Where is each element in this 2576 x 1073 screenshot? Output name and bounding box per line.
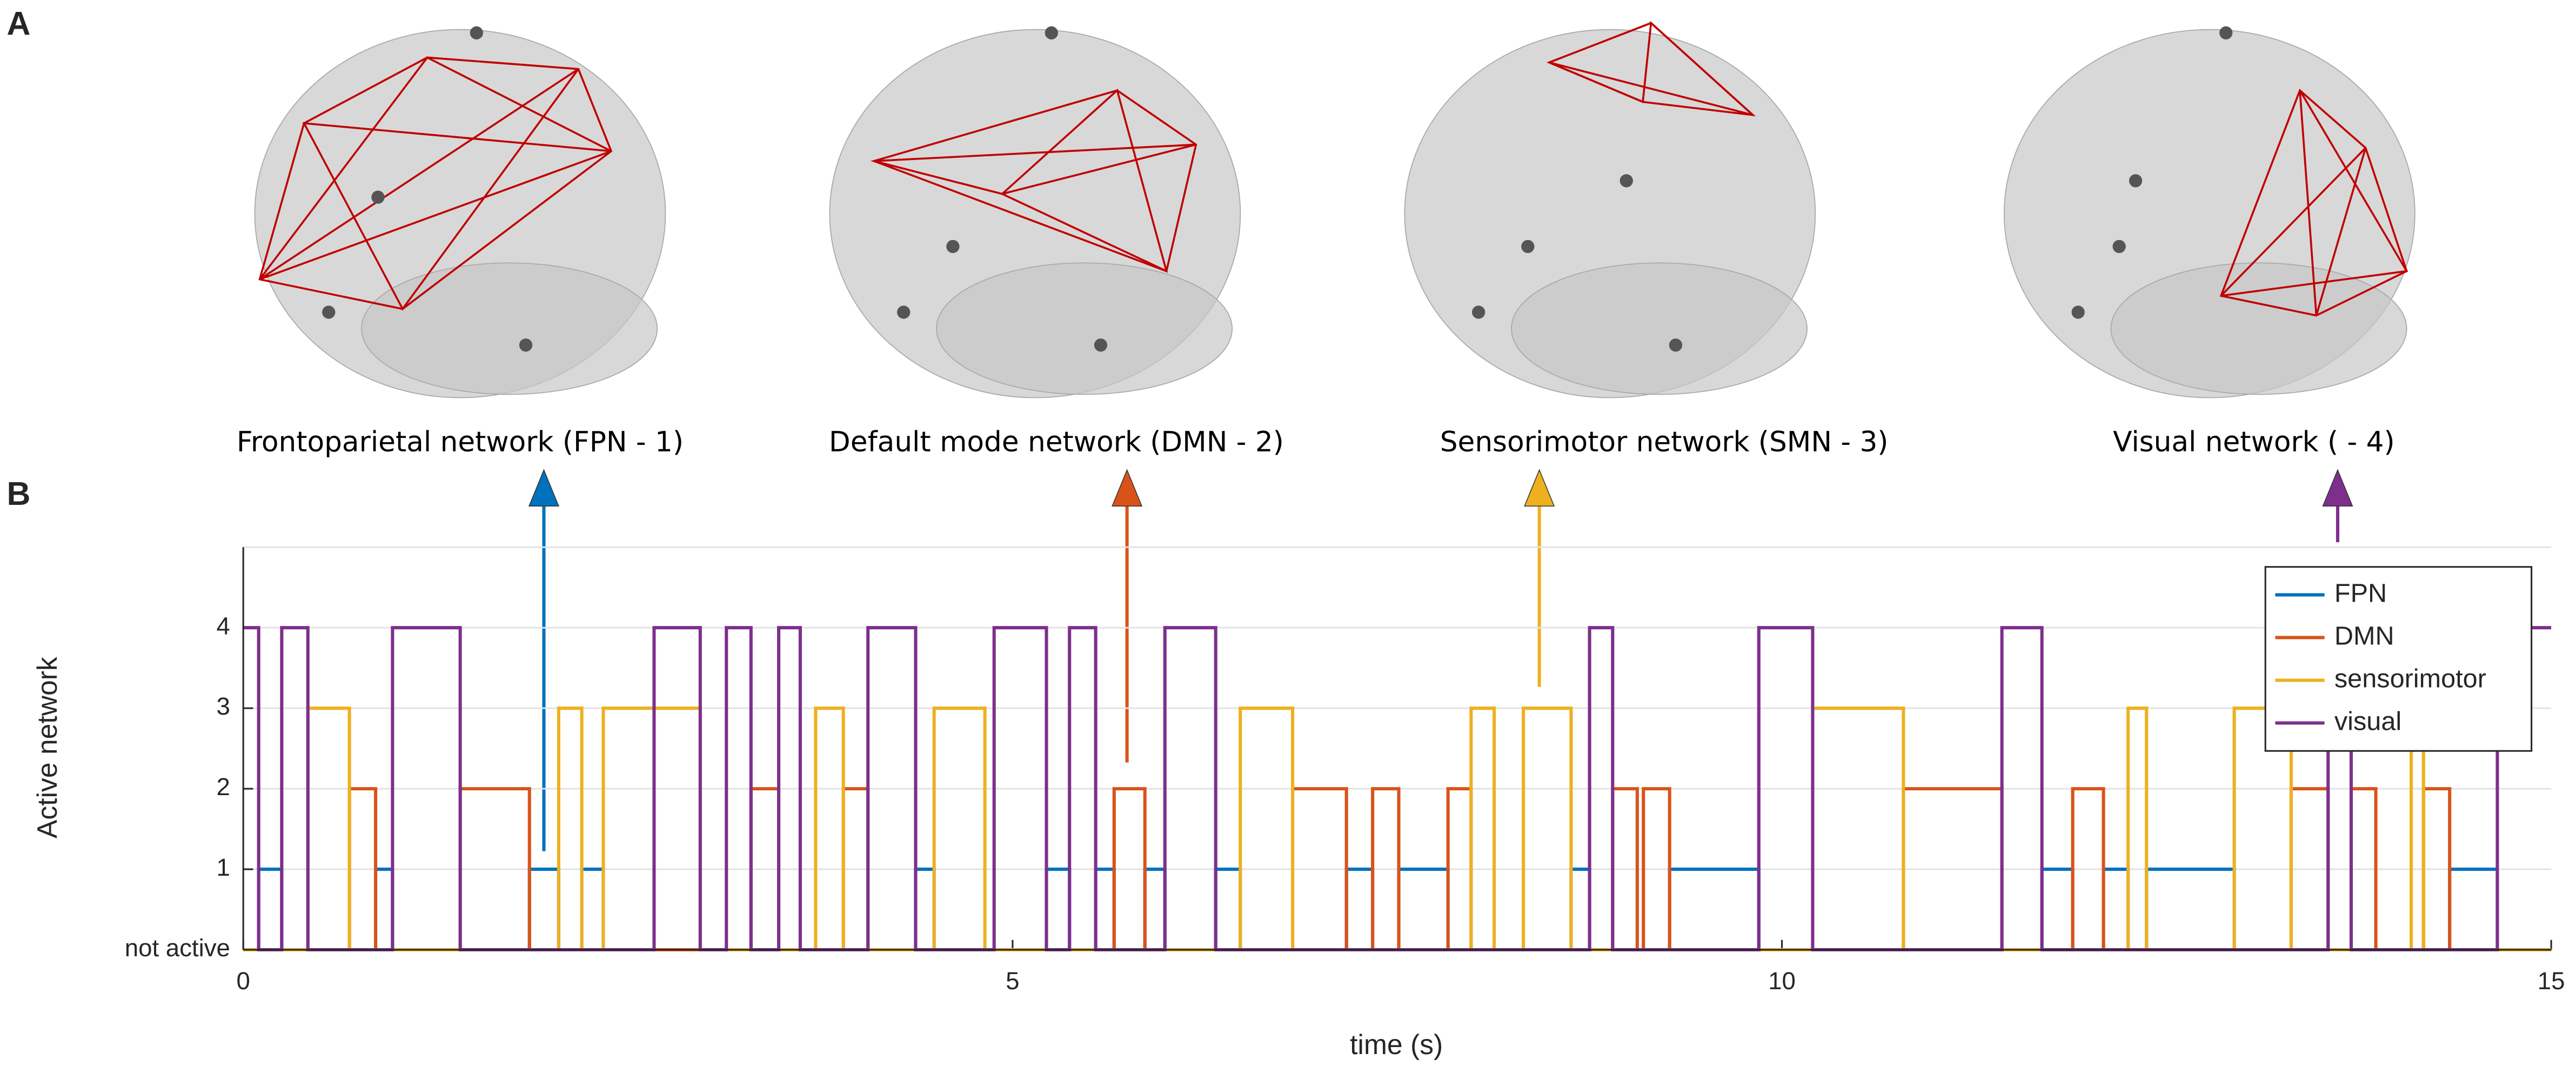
network-label: Sensorimotor network (SMN - 3): [1440, 426, 1889, 458]
nodes: [322, 26, 2233, 352]
network-edges: [259, 56, 612, 311]
y-tick-label: 1: [216, 854, 230, 881]
brain: [936, 262, 1233, 395]
brain-images: [254, 21, 2416, 398]
series-line: [243, 626, 2552, 952]
x-tick-label: 15: [2538, 967, 2565, 995]
x-tick-label: 5: [1006, 967, 1019, 995]
brain-smn: [1404, 21, 1816, 398]
legend: FPN DMN sensorimotor visual: [2264, 566, 2533, 752]
network-label: Visual network ( - 4): [2113, 426, 2394, 458]
y-tick-label: not active: [125, 934, 230, 962]
brain: [361, 262, 658, 395]
x-axis-label: time (s): [1350, 1029, 1443, 1060]
panel-label: A: [6, 5, 30, 42]
brain-visual: [2003, 29, 2416, 398]
series-line: [243, 787, 2552, 952]
brain: [2110, 262, 2407, 395]
arrow-head: [2322, 469, 2353, 507]
arrow-head: [1524, 469, 1555, 507]
x-tick-label: 10: [1768, 967, 1796, 995]
network-label: Default mode network (DMN - 2): [829, 426, 1284, 458]
network-edges: [1549, 21, 1754, 116]
arrow-head: [528, 469, 559, 507]
legend-label: visual: [2334, 707, 2401, 736]
network-edges: [873, 88, 1196, 273]
brain-fpn: [254, 29, 666, 398]
y-tick-label: 2: [216, 773, 230, 801]
panel-label: B: [6, 475, 30, 512]
y-tick-label: 3: [216, 692, 230, 720]
x-tick-label: 0: [236, 967, 250, 995]
legend-label: sensorimotor: [2334, 664, 2486, 693]
network-edges: [870, 89, 1197, 273]
network-edges: [2220, 90, 2408, 316]
arrows: [528, 469, 2353, 851]
brain: [1511, 262, 1808, 395]
brain-dmn: [829, 29, 1241, 398]
legend-box: [2264, 566, 2533, 752]
network-label: Frontoparietal network (FPN - 1): [237, 426, 684, 458]
legend-label: DMN: [2334, 621, 2394, 650]
network-edges: [2219, 89, 2408, 317]
legend-label: FPN: [2334, 578, 2387, 608]
y-axis-label: Active network: [31, 657, 63, 838]
y-tick-label: 4: [216, 612, 230, 639]
arrow-head: [1112, 469, 1143, 507]
